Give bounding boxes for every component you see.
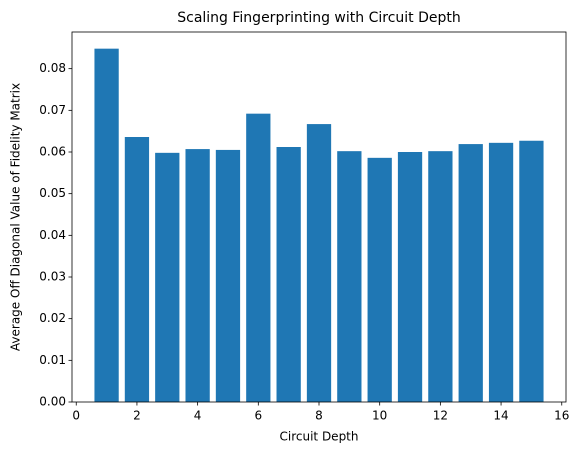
- x-tick-label: 2: [133, 409, 141, 423]
- bar: [124, 137, 150, 402]
- bar: [488, 142, 514, 403]
- x-tick-label: 8: [315, 409, 323, 423]
- y-tick-label: 0.00: [39, 395, 66, 409]
- y-tick-label: 0.05: [39, 186, 66, 200]
- bar: [246, 113, 271, 403]
- bar: [367, 157, 392, 402]
- x-tick-label: 12: [433, 409, 448, 423]
- bar: [306, 124, 332, 402]
- x-tick-label: 4: [194, 409, 202, 423]
- bar: [276, 147, 301, 402]
- bar: [337, 151, 362, 402]
- bar: [519, 140, 544, 402]
- x-axis-label: Circuit Depth: [280, 430, 359, 444]
- bar: [185, 149, 210, 402]
- bar: [94, 48, 119, 403]
- y-tick-label: 0.06: [39, 145, 66, 159]
- bar: [428, 151, 453, 402]
- y-axis-label: Average Off Diagonal Value of Fidelity M…: [9, 83, 23, 351]
- x-tick-label: 14: [493, 409, 508, 423]
- y-tick-label: 0.08: [39, 61, 66, 75]
- y-tick-label: 0.02: [39, 311, 66, 325]
- bar: [397, 152, 423, 402]
- x-tick-label: 10: [372, 409, 387, 423]
- y-tick-label: 0.03: [39, 270, 66, 284]
- plot-frame: [71, 31, 567, 403]
- bar: [155, 152, 180, 402]
- y-tick-label: 0.01: [39, 353, 66, 367]
- bar: [458, 144, 483, 403]
- bar: [215, 149, 241, 402]
- x-tick-label: 0: [72, 409, 80, 423]
- x-tick-label: 6: [254, 409, 262, 423]
- y-tick-label: 0.07: [39, 103, 66, 117]
- chart-title: Scaling Fingerprinting with Circuit Dept…: [177, 10, 461, 26]
- x-tick-label: 16: [554, 409, 569, 423]
- y-tick-label: 0.04: [39, 228, 66, 242]
